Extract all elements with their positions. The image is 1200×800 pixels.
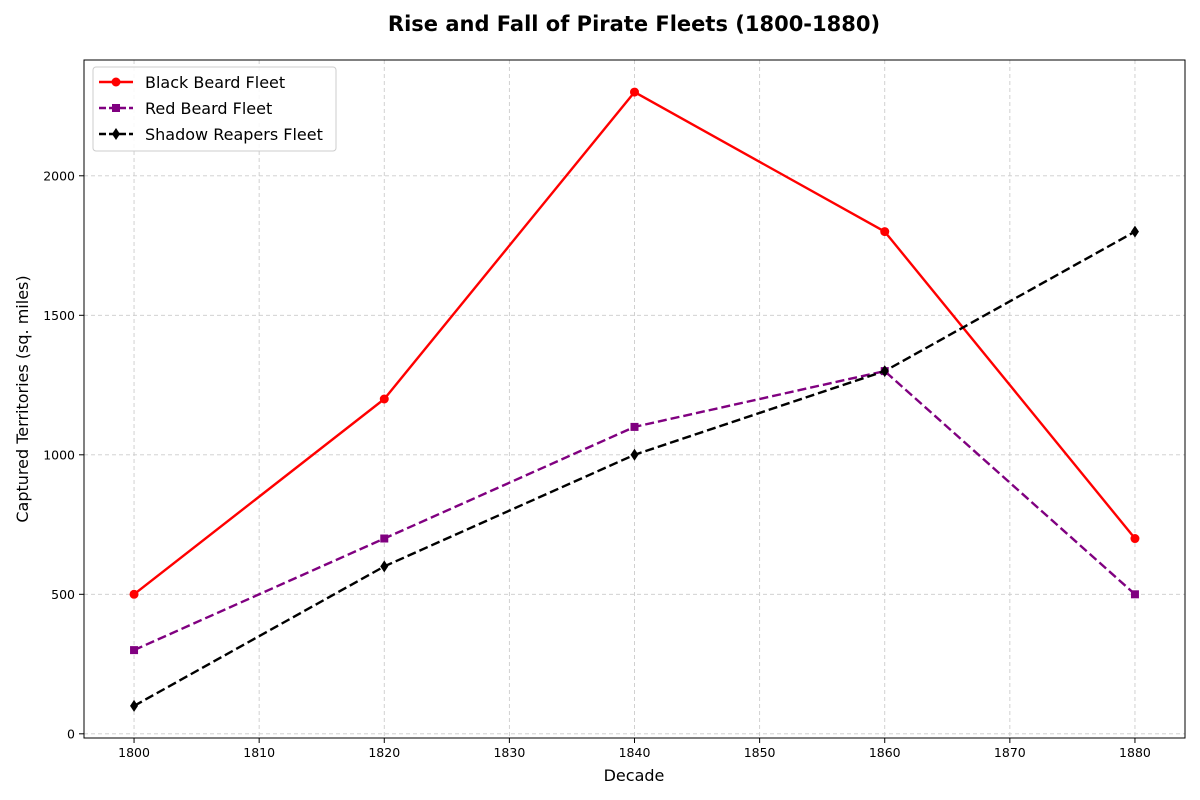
data-point (380, 534, 389, 543)
data-point (880, 365, 889, 378)
legend-marker (112, 104, 120, 112)
legend-marker (112, 128, 120, 140)
legend-marker (111, 77, 121, 87)
data-point (1130, 534, 1140, 544)
x-tick-label: 1810 (243, 745, 275, 760)
y-tick-label: 2000 (43, 168, 75, 183)
data-point (630, 422, 639, 431)
x-axis: 1800 1810 1820 1830 1840 1850 1860 1870 1880 (118, 738, 1151, 760)
grid-lines (84, 60, 1185, 738)
x-axis-label: Decade (604, 766, 665, 785)
data-point (130, 699, 139, 712)
legend: Black Beard Fleet Red Beard Fleet Shadow R… (92, 66, 337, 152)
y-axis: 0 500 1000 1500 2000 (43, 168, 84, 741)
y-tick-label: 1000 (43, 447, 75, 462)
data-point (630, 448, 639, 461)
legend-label: Red Beard Fleet (145, 99, 272, 118)
legend-label: Black Beard Fleet (145, 73, 285, 92)
x-tick-label: 1830 (493, 745, 525, 760)
data-point (630, 87, 639, 97)
x-tick-label: 1850 (744, 745, 776, 760)
y-tick-label: 0 (67, 726, 75, 741)
x-tick-label: 1820 (368, 745, 400, 760)
y-axis-label: Captured Territories (sq. miles) (13, 275, 32, 522)
data-point (129, 589, 139, 599)
series-1 (129, 87, 1140, 599)
x-tick-label: 1800 (118, 745, 150, 760)
x-tick-label: 1880 (1119, 745, 1151, 760)
legend-box (92, 66, 337, 152)
chart-title: Rise and Fall of Pirate Fleets (1800-188… (388, 12, 880, 36)
series-layer (129, 87, 1140, 712)
data-point (380, 560, 389, 573)
y-tick-label: 500 (51, 587, 75, 602)
legend-label: Shadow Reapers Fleet (145, 125, 323, 144)
x-tick-label: 1860 (869, 745, 901, 760)
series-3 (130, 225, 1139, 712)
data-point (130, 646, 139, 655)
data-point (1130, 225, 1139, 238)
x-tick-label: 1870 (994, 745, 1026, 760)
x-tick-label: 1840 (619, 745, 651, 760)
data-point (379, 394, 389, 404)
data-point (880, 227, 890, 237)
y-tick-label: 1500 (43, 308, 75, 323)
data-point (1130, 590, 1139, 599)
